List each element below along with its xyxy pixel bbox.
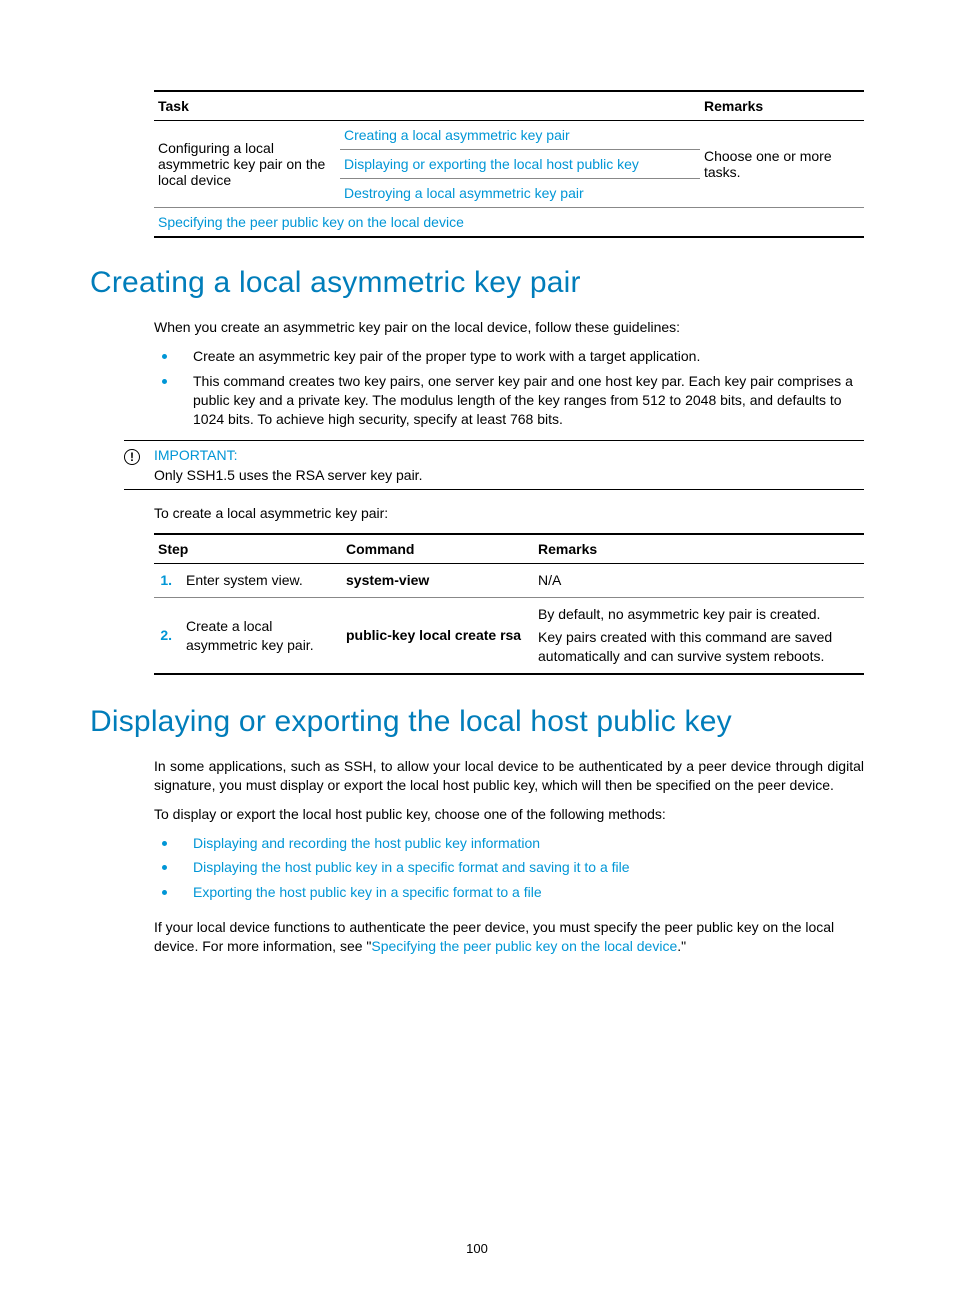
link-displaying-format-file[interactable]: Displaying the host public key in a spec… <box>193 859 630 875</box>
step-table: Step Command Remarks 1. Enter system vie… <box>154 533 864 675</box>
bullet-icon <box>162 379 167 384</box>
heading-creating-key-pair: Creating a local asymmetric key pair <box>90 266 864 300</box>
important-icon: ! <box>124 449 140 465</box>
remarks-header: Remarks <box>700 91 864 121</box>
step-remarks: By default, no asymmetric key pair is cr… <box>534 598 864 674</box>
bullet-icon <box>162 865 167 870</box>
section2-p3b: ." <box>677 938 686 954</box>
step-number: 2. <box>154 598 182 674</box>
bullet-item: Displaying and recording the host public… <box>154 834 864 853</box>
step-command: system-view <box>342 564 534 598</box>
link-displaying-exporting[interactable]: Displaying or exporting the local host p… <box>344 156 639 172</box>
step-number: 1. <box>154 564 182 598</box>
step-command: public-key local create rsa <box>342 598 534 674</box>
important-label: IMPORTANT: <box>154 447 864 463</box>
link-creating-key-pair[interactable]: Creating a local asymmetric key pair <box>344 127 570 143</box>
important-callout: ! IMPORTANT: Only SSH1.5 uses the RSA se… <box>124 440 864 490</box>
section1-lead2: To create a local asymmetric key pair: <box>154 504 864 523</box>
heading-displaying-exporting: Displaying or exporting the local host p… <box>90 705 864 739</box>
step-header: Step <box>154 534 342 564</box>
step-remarks-line: By default, no asymmetric key pair is cr… <box>538 605 860 624</box>
bullet-item: Create an asymmetric key pair of the pro… <box>154 347 864 366</box>
link-exporting-format-file[interactable]: Exporting the host public key in a speci… <box>193 884 542 900</box>
bullet-icon <box>162 841 167 846</box>
section2-p1: In some applications, such as SSH, to al… <box>154 757 864 795</box>
bullet-item: This command creates two key pairs, one … <box>154 372 864 429</box>
link-displaying-recording[interactable]: Displaying and recording the host public… <box>193 835 540 851</box>
link-specifying-peer-key[interactable]: Specifying the peer public key on the lo… <box>158 214 464 230</box>
step-remarks: N/A <box>534 564 864 598</box>
section2-p2: To display or export the local host publ… <box>154 805 864 824</box>
step-desc: Enter system view. <box>182 564 342 598</box>
task-col1: Configuring a local asymmetric key pair … <box>154 121 340 208</box>
section2-p3: If your local device functions to authen… <box>154 918 864 956</box>
task-table: Task Remarks Configuring a local asymmet… <box>154 90 864 238</box>
bullet-text: This command creates two key pairs, one … <box>193 372 864 429</box>
remarks-header: Remarks <box>534 534 864 564</box>
link-specifying-peer-key-inline[interactable]: Specifying the peer public key on the lo… <box>371 938 677 954</box>
task-remarks: Choose one or more tasks. <box>700 121 864 208</box>
link-destroying-key-pair[interactable]: Destroying a local asymmetric key pair <box>344 185 584 201</box>
step-remarks-line: Key pairs created with this command are … <box>538 628 860 666</box>
bullet-icon <box>162 890 167 895</box>
command-header: Command <box>342 534 534 564</box>
step-desc: Create a local asymmetric key pair. <box>182 598 342 674</box>
bullet-icon <box>162 354 167 359</box>
important-body: Only SSH1.5 uses the RSA server key pair… <box>154 467 864 483</box>
section1-intro: When you create an asymmetric key pair o… <box>154 318 864 337</box>
bullet-item: Exporting the host public key in a speci… <box>154 883 864 902</box>
bullet-text: Create an asymmetric key pair of the pro… <box>193 347 864 366</box>
task-header: Task <box>154 91 700 121</box>
bullet-item: Displaying the host public key in a spec… <box>154 858 864 877</box>
page-number: 100 <box>0 1241 954 1256</box>
